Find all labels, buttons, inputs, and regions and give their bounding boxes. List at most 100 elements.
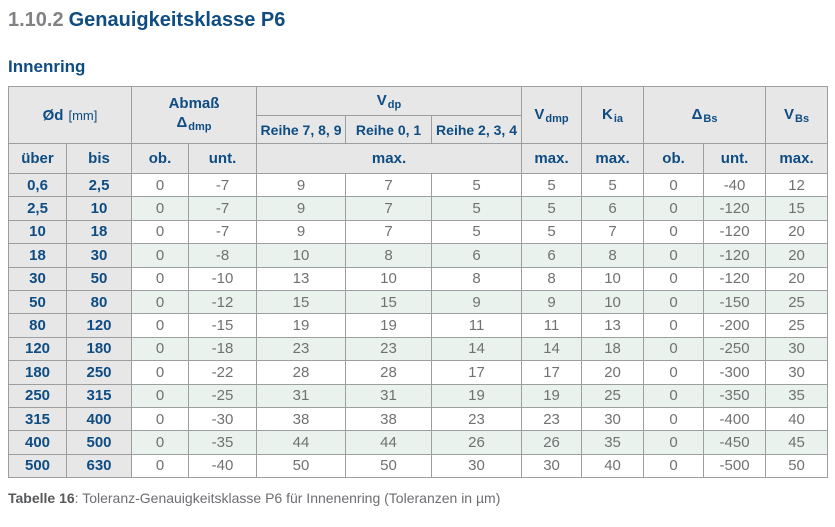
cell-bis: 10 [65, 196, 133, 221]
cell-vdp-reihe234: 17 [431, 360, 523, 385]
cell-vdp-reihe234: 9 [431, 289, 523, 315]
col-header-dbs: ΔBs [643, 86, 767, 144]
cell-vdp-reihe01: 19 [345, 313, 433, 338]
cell-bis: 2,5 [65, 172, 133, 198]
cell-bs-ob: 0 [643, 430, 705, 455]
col-subheader-ueber: über [8, 143, 67, 174]
table-body: 0,6 2,5 0 -7 9 7 5 5 5 0 -40 12 2,5 10 0… [8, 172, 829, 479]
cell-dmp-ob: 0 [131, 289, 190, 315]
cell-dmp-unt: -8 [188, 243, 258, 268]
table-row: 30 50 0 -10 13 10 8 8 10 0 -120 20 [8, 266, 829, 291]
cell-kia-max: 40 [581, 453, 645, 479]
table-caption: Tabelle 16: Toleranz-Genauigkeitsklasse … [8, 490, 827, 507]
col-subheader-bs-unt: unt. [703, 143, 767, 174]
cell-bs-ob: 0 [643, 266, 705, 291]
cell-dmp-unt: -10 [188, 266, 258, 291]
cell-bs-unt: -120 [703, 243, 767, 268]
cell-dmp-ob: 0 [131, 219, 190, 245]
cell-bs-unt: -120 [703, 266, 767, 291]
cell-dmp-unt: -7 [188, 196, 258, 221]
cell-vdp-reihe01: 7 [345, 172, 433, 198]
col-header-vbs: VBs [765, 86, 829, 144]
tolerance-table: Ød [mm] Abmaß Δdmp Vdp Vdmp Kia ΔBs VBs R… [7, 86, 829, 479]
cell-dmp-ob: 0 [131, 313, 190, 338]
table-row: 50 80 0 -12 15 15 9 9 10 0 -150 25 [8, 289, 829, 315]
cell-vdp-reihe234: 6 [431, 243, 523, 268]
cell-vdp-reihe01: 44 [345, 430, 433, 455]
cell-dmp-ob: 0 [131, 196, 190, 221]
cell-vdmp-max: 17 [521, 360, 583, 385]
cell-kia-max: 25 [581, 383, 645, 408]
table-row: 500 630 0 -40 50 50 30 30 40 0 -500 50 [8, 453, 829, 479]
cell-vdp-reihe01: 38 [345, 406, 433, 432]
cell-vdp-reihe789: 28 [256, 360, 347, 385]
cell-vdp-reihe789: 31 [256, 383, 347, 408]
page-title-text: Genauigkeitsklasse P6 [68, 9, 286, 31]
table-caption-text: : Toleranz-Genauigkeitsklasse P6 für Inn… [74, 490, 501, 507]
cell-dmp-ob: 0 [131, 383, 190, 408]
cell-bs-unt: -200 [703, 313, 767, 338]
cell-bs-ob: 0 [643, 453, 705, 479]
cell-dmp-ob: 0 [131, 243, 190, 268]
cell-bis: 120 [65, 313, 133, 338]
cell-bs-unt: -350 [703, 383, 767, 408]
table-row: 80 120 0 -15 19 19 11 11 13 0 -200 25 [8, 313, 829, 338]
table-row: 10 18 0 -7 9 7 5 5 7 0 -120 20 [8, 219, 829, 245]
abmass-label: Abmaß [168, 94, 220, 112]
col-header-abmass: Abmaß Δdmp [131, 86, 258, 144]
col-header-vdmp: Vdmp [521, 86, 583, 144]
cell-vdp-reihe234: 30 [431, 453, 523, 479]
cell-vdp-reihe789: 9 [256, 172, 347, 198]
col-header-reihe-01: Reihe 0, 1 [345, 115, 433, 144]
cell-vdmp-max: 14 [521, 336, 583, 362]
cell-kia-max: 30 [581, 406, 645, 432]
cell-vdp-reihe01: 7 [345, 196, 433, 221]
cell-vbs-max: 20 [765, 266, 829, 291]
cell-vdp-reihe01: 15 [345, 289, 433, 315]
cell-bs-ob: 0 [643, 360, 705, 385]
col-header-kia: Kia [581, 86, 645, 144]
cell-ueber: 120 [8, 336, 67, 362]
cell-dmp-unt: -35 [188, 430, 258, 455]
cell-vbs-max: 12 [765, 172, 829, 198]
cell-kia-max: 20 [581, 360, 645, 385]
subsection-title: Innenring [8, 57, 86, 76]
cell-bs-unt: -120 [703, 196, 767, 221]
cell-bis: 50 [65, 266, 133, 291]
cell-ueber: 10 [8, 219, 67, 245]
cell-vdp-reihe234: 14 [431, 336, 523, 362]
table-row: 400 500 0 -35 44 44 26 26 35 0 -450 45 [8, 430, 829, 455]
diameter-unit: [mm] [68, 107, 98, 123]
cell-bs-ob: 0 [643, 196, 705, 221]
col-header-diameter: Ød [mm] [7, 86, 133, 144]
cell-kia-max: 10 [581, 266, 645, 291]
col-subheader-vdp-max: max. [256, 143, 523, 174]
cell-vdp-reihe789: 15 [256, 289, 347, 315]
table-row: 315 400 0 -30 38 38 23 23 30 0 -400 40 [8, 406, 829, 432]
cell-vdp-reihe01: 7 [345, 219, 433, 245]
cell-vdp-reihe234: 5 [431, 172, 523, 198]
cell-vbs-max: 25 [765, 289, 829, 315]
cell-dmp-unt: -40 [188, 453, 258, 479]
cell-vdp-reihe789: 50 [256, 453, 347, 479]
cell-vdmp-max: 30 [521, 453, 583, 479]
cell-vbs-max: 20 [765, 243, 829, 268]
cell-bs-unt: -150 [703, 289, 767, 315]
cell-kia-max: 8 [581, 243, 645, 268]
col-subheader-bis: bis [65, 143, 133, 174]
cell-ueber: 80 [8, 313, 67, 338]
cell-bs-ob: 0 [643, 219, 705, 245]
cell-dmp-ob: 0 [131, 406, 190, 432]
cell-vdp-reihe789: 9 [256, 219, 347, 245]
cell-kia-max: 10 [581, 289, 645, 315]
cell-vdp-reihe01: 31 [345, 383, 433, 408]
col-subheader-bs-ob: ob. [643, 143, 705, 174]
cell-vdmp-max: 5 [521, 219, 583, 245]
cell-vdmp-max: 23 [521, 406, 583, 432]
cell-dmp-unt: -7 [188, 172, 258, 198]
cell-dmp-ob: 0 [131, 453, 190, 479]
cell-vdp-reihe234: 8 [431, 266, 523, 291]
table-row: 180 250 0 -22 28 28 17 17 20 0 -300 30 [8, 360, 829, 385]
cell-bs-unt: -300 [703, 360, 767, 385]
cell-bs-unt: -450 [703, 430, 767, 455]
